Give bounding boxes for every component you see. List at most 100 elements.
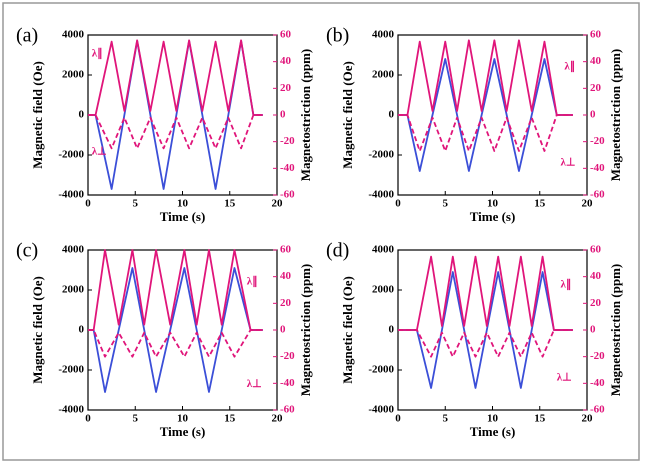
series-line (88, 329, 263, 358)
y-axis-title: Magnetic field (Oe) (30, 276, 45, 384)
frame (2, 2, 640, 461)
series-line (88, 249, 263, 331)
y2-tick-label: 20 (590, 82, 602, 94)
series-label: λ∥ (92, 48, 103, 60)
panel: 0 5 10 15 20 -4000 -2000 0 2000 4000 -60 -40 -20 0 20 4… (326, 240, 623, 439)
y-tick-label: 2000 (372, 69, 395, 81)
y-tick-label: -4000 (58, 404, 84, 416)
y-tick-label: 0 (79, 109, 85, 121)
x-tick-label: 0 (395, 413, 401, 425)
series-line (398, 39, 573, 116)
y-tick-label: 0 (389, 324, 395, 336)
y-tick-label: -2000 (58, 364, 84, 376)
x-tick-label: 5 (133, 198, 139, 210)
y2-tick-label: 60 (590, 29, 602, 41)
x-tick-label: 5 (443, 198, 449, 210)
panel-label: (b) (326, 25, 349, 47)
y2-tick-label: -60 (590, 189, 605, 201)
x-axis-title: Time (s) (160, 424, 206, 439)
x-tick-label: 10 (487, 413, 499, 425)
x-tick-label: 20 (272, 413, 284, 425)
y2-tick-label: 40 (590, 55, 602, 67)
y2-tick-label: -60 (590, 404, 605, 416)
panel: 0 5 10 15 20 -4000 -2000 0 2000 4000 -60 -40 -20 0 20 4… (326, 25, 623, 224)
series-label: λ⊥ (561, 157, 576, 169)
x-tick-label: 15 (224, 198, 236, 210)
y2-tick-label: -40 (280, 162, 295, 174)
panel-label: (a) (16, 25, 38, 47)
x-tick-label: 10 (487, 198, 499, 210)
series-line (398, 271, 573, 389)
y-axis-title: Magnetic field (Oe) (340, 276, 355, 384)
y-tick-label: 2000 (62, 284, 85, 296)
x-tick-label: 5 (133, 413, 139, 425)
x-axis-title: Time (s) (470, 209, 516, 224)
y2-tick-label: -20 (590, 350, 605, 362)
y2-tick-label: 20 (280, 82, 292, 94)
x-tick-label: 20 (582, 413, 594, 425)
y2-tick-label: -20 (280, 350, 295, 362)
y2-tick-label: -60 (280, 404, 295, 416)
y-tick-label: -4000 (58, 189, 84, 201)
y2-tick-label: 0 (280, 109, 286, 121)
x-tick-label: 0 (395, 198, 401, 210)
y-tick-label: 0 (389, 109, 395, 121)
x-tick-label: 15 (534, 198, 546, 210)
series-line (398, 58, 573, 172)
y2-tick-label: -20 (280, 135, 295, 147)
series-label: λ∥ (561, 279, 572, 291)
series-label: λ⊥ (247, 378, 262, 390)
y-tick-label: 0 (79, 324, 85, 336)
y2-tick-label: -40 (590, 162, 605, 174)
y-tick-label: 2000 (62, 69, 85, 81)
y2-tick-label: -20 (590, 135, 605, 147)
y-axis-title: Magnetic field (Oe) (340, 61, 355, 169)
y-tick-label: 2000 (372, 284, 395, 296)
x-tick-label: 0 (85, 198, 91, 210)
y2-tick-label: 40 (590, 270, 602, 282)
y2-axis-title: Magnetostriction (ppm) (608, 49, 623, 182)
y2-tick-label: 60 (280, 29, 292, 41)
y2-tick-label: 20 (590, 297, 602, 309)
x-tick-label: 10 (177, 413, 189, 425)
x-tick-label: 15 (224, 413, 236, 425)
x-tick-label: 20 (272, 198, 284, 210)
y-tick-label: -2000 (368, 149, 394, 161)
y2-axis-title: Magnetostriction (ppm) (298, 264, 313, 397)
y2-tick-label: 60 (590, 244, 602, 256)
y-tick-label: -4000 (368, 189, 394, 201)
panel-label: (c) (16, 240, 38, 262)
y-tick-label: -2000 (58, 149, 84, 161)
x-tick-label: 0 (85, 413, 91, 425)
panel-label: (d) (326, 240, 349, 262)
x-tick-label: 10 (177, 198, 189, 210)
series-line (398, 114, 573, 152)
series-label: λ∥ (564, 61, 575, 73)
panel: 0 5 10 15 20 -4000 -2000 0 2000 4000 -60 -40 -20 0 20 4… (16, 240, 313, 439)
y2-tick-label: -60 (280, 189, 295, 201)
series-line (88, 114, 263, 150)
x-axis-title: Time (s) (470, 424, 516, 439)
y2-tick-label: -40 (590, 377, 605, 389)
series-line (398, 329, 573, 358)
x-axis-title: Time (s) (160, 209, 206, 224)
y-tick-label: 4000 (62, 244, 85, 256)
series-line (88, 267, 263, 393)
series-label: λ⊥ (557, 372, 572, 384)
y2-tick-label: -40 (280, 377, 295, 389)
x-tick-label: 20 (582, 198, 594, 210)
series-line (398, 255, 573, 331)
y2-axis-title: Magnetostriction (ppm) (298, 49, 313, 182)
y-tick-label: 4000 (62, 29, 85, 41)
y2-tick-label: 0 (280, 324, 286, 336)
panel: 0 5 10 15 20 -4000 -2000 0 2000 4000 -60 -40 -20 0 20 4… (16, 25, 313, 224)
y-tick-label: -4000 (368, 404, 394, 416)
x-tick-label: 15 (534, 413, 546, 425)
y2-axis-title: Magnetostriction (ppm) (608, 264, 623, 397)
series-line (88, 39, 263, 116)
x-tick-label: 5 (443, 413, 449, 425)
series-label: λ∥ (247, 276, 258, 288)
y-tick-label: 4000 (372, 244, 395, 256)
y2-tick-label: 0 (590, 109, 596, 121)
